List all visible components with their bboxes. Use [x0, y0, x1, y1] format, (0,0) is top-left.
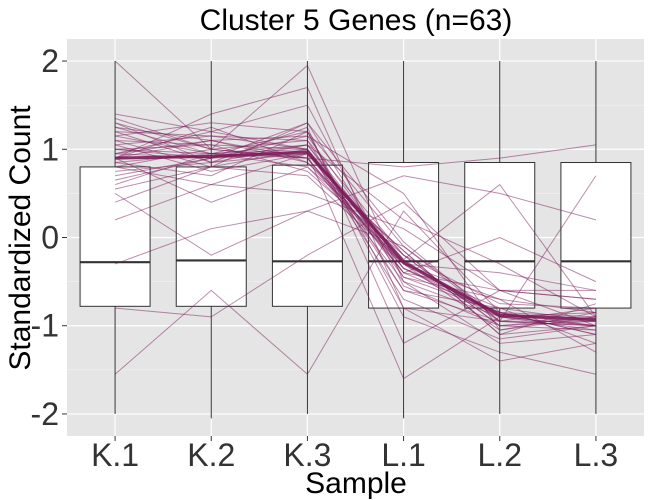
box — [79, 166, 151, 307]
gene-profile-line — [114, 148, 597, 318]
gene-profile-line — [115, 131, 596, 327]
gene-profile-lines — [114, 60, 597, 380]
boxplot-L.3 — [560, 61, 632, 414]
box — [560, 162, 632, 309]
gene-profile-line — [114, 60, 596, 344]
x-axis-title: Sample — [305, 467, 407, 500]
x-tick-label: K.3 — [283, 437, 331, 473]
x-tick-label: L.1 — [381, 437, 425, 473]
x-tick-label: L.3 — [574, 437, 618, 473]
boxplot-K.1 — [79, 61, 151, 414]
x-tick-label: K.2 — [187, 437, 235, 473]
gene-profile-line — [114, 153, 596, 380]
y-tick-label: 2 — [41, 43, 59, 79]
y-tick-label: -1 — [31, 308, 59, 344]
box — [464, 162, 536, 309]
boxplot-L.2 — [464, 61, 536, 414]
box — [175, 166, 247, 307]
x-tick-label: L.2 — [478, 437, 522, 473]
gene-profile-line — [114, 86, 597, 362]
y-axis-title: Standardized Count — [4, 105, 37, 371]
y-tick-label: 1 — [41, 131, 59, 167]
mean-profile-line — [115, 150, 596, 322]
gene-profile-line — [115, 201, 596, 318]
gene-profile-line — [114, 122, 596, 322]
boxplot-K.2 — [175, 61, 247, 419]
gene-profile-line — [114, 175, 597, 256]
boxplots — [79, 61, 632, 419]
x-axis-ticks: K.1 K.2 K.3 L.1 L.2 L.3 — [91, 436, 618, 473]
y-tick-label: 0 — [41, 220, 59, 256]
gene-profile-line — [114, 104, 596, 327]
gene-profile-line — [115, 126, 596, 345]
x-tick-label: K.1 — [91, 437, 139, 473]
y-tick-label: -2 — [31, 396, 59, 432]
gene-profile-line — [115, 144, 596, 168]
chart-title: Cluster 5 Genes (n=63) — [200, 4, 513, 37]
gene-profile-line — [114, 131, 597, 322]
y-axis-ticks: -2 -1 0 1 2 — [31, 43, 67, 432]
